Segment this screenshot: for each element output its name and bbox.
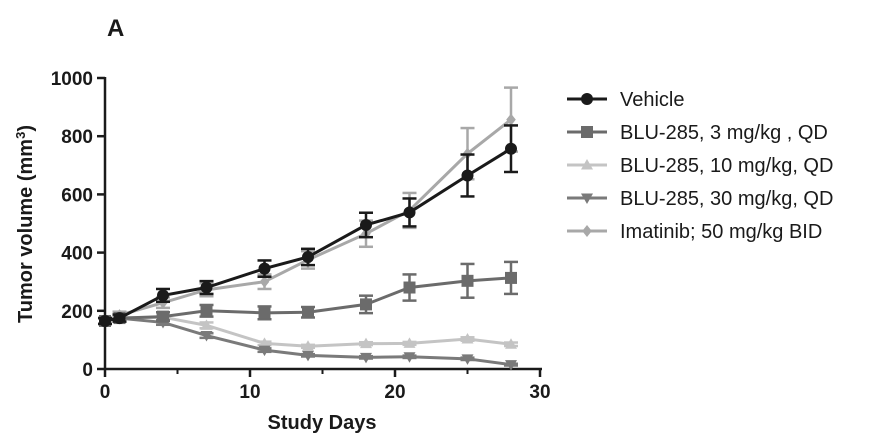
series-blu-285-30-mg-kg-qd [98,313,518,371]
legend: Vehicle BLU-285, 3 mg/kg , QD BLU-285, 10 … [567,89,833,243]
data-point-circle [99,314,111,327]
data-point-triangle-up [505,338,517,349]
data-point-triangle-down [360,352,372,364]
data-point-square [157,310,169,323]
y-axis-title-superscript: 3 [13,132,28,139]
x-tick-label: 0 [100,382,111,403]
data-point-triangle-down [581,193,593,204]
legend-item: BLU-285, 10 mg/kg, QD [567,155,833,177]
data-point-square [461,274,474,287]
legend-label: Vehicle [620,89,685,111]
series-layer [98,86,518,371]
data-point-diamond [259,275,270,288]
data-point-circle [360,218,372,231]
y-tick-label: 600 [61,185,93,206]
series-line [104,147,512,323]
data-point-triangle-down [505,360,517,371]
y-axis-title: Tumor volume (mm3) [13,125,38,323]
data-point-square [200,304,213,317]
data-point-triangle-up [258,337,271,348]
data-point-square [581,126,593,138]
y-tick-label: 0 [82,360,93,381]
legend-label: BLU-285, 3 mg/kg , QD [620,122,828,144]
data-point-triangle-down [403,352,416,363]
panel-label: A [107,15,124,42]
y-tick-label: 200 [61,302,93,323]
x-tick-label: 20 [384,382,405,403]
data-point-triangle-up [302,340,314,351]
data-point-circle [581,93,593,105]
y-axis-title-main: Tumor volume (mm [15,139,37,323]
legend-item: Vehicle [567,89,685,111]
data-point-triangle-down [200,331,213,342]
data-point-circle [505,142,517,155]
x-tick-label: 10 [239,382,260,403]
data-point-triangle-down [461,354,474,365]
legend-label: Imatinib; 50 mg/kg BID [620,221,822,243]
data-point-square [258,306,271,319]
data-point-triangle-down [258,345,271,357]
data-point-square [302,306,314,319]
series-line [104,316,512,367]
series-line [104,276,512,323]
data-point-diamond [582,225,592,237]
legend-item: BLU-285, 3 mg/kg , QD [567,122,828,144]
legend-item: BLU-285, 30 mg/kg, QD [567,188,833,210]
legend-label: BLU-285, 30 mg/kg, QD [620,188,833,210]
x-axis-title: Study Days [268,412,377,434]
data-point-circle [113,312,126,325]
data-point-circle [258,262,271,275]
data-point-circle [157,289,169,302]
x-tick-label: 30 [529,382,550,403]
legend-label: BLU-285, 10 mg/kg, QD [620,155,833,177]
data-point-circle [461,169,474,182]
data-point-circle [403,206,416,219]
y-tick-label: 400 [61,244,93,265]
series-vehicle [98,124,518,327]
legend-item: Imatinib; 50 mg/kg BID [567,221,822,243]
y-axis-title-end: ) [15,125,37,132]
data-point-triangle-up [581,159,593,170]
data-point-triangle-up [200,319,213,330]
data-point-square [505,271,517,284]
data-point-diamond [506,113,516,126]
series-line [104,118,512,323]
data-point-circle [302,250,314,263]
data-point-circle [200,281,213,294]
data-point-triangle-down [302,350,314,362]
data-point-square [403,281,416,294]
data-point-triangle-up [403,337,416,348]
data-point-triangle-up [461,333,474,344]
axes: 0 10 20 30 0 200 400 600 800 1000 [51,69,551,403]
y-tick-label: 1000 [51,69,93,90]
y-tick-label: 800 [61,127,93,148]
data-point-square [360,298,372,311]
data-point-triangle-up [360,337,372,349]
